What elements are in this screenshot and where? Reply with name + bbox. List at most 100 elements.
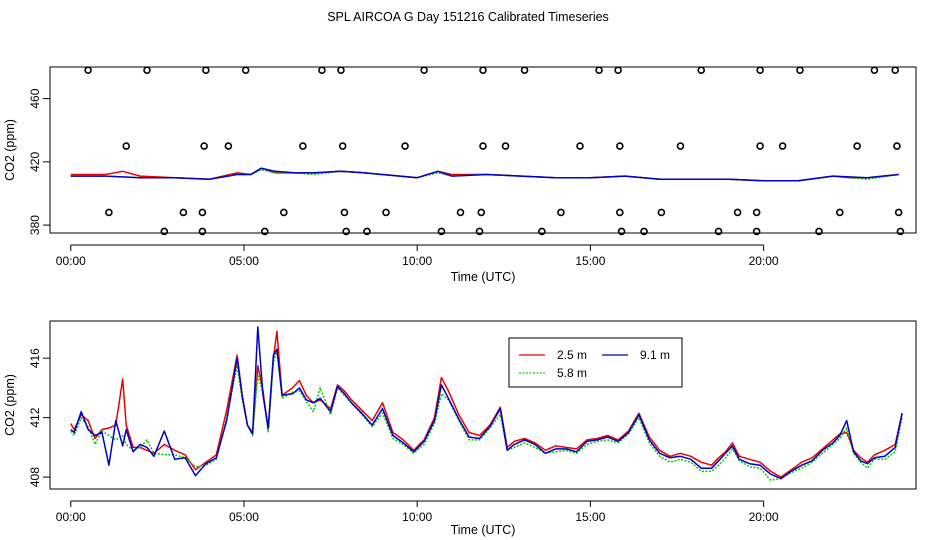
top-ylabel: CO2 (ppm) xyxy=(3,119,17,181)
top-calibration-point xyxy=(105,208,113,217)
top-calibration-point xyxy=(778,142,787,150)
top-calibration-point xyxy=(676,142,685,150)
bottom-plot-frame xyxy=(49,320,917,490)
bottom-y-tick-label: 416 xyxy=(28,348,42,368)
top-calibration-point xyxy=(198,208,207,217)
top-calibration-point xyxy=(853,142,861,150)
top-calibration-point xyxy=(616,208,624,217)
legend-box xyxy=(508,337,683,388)
top-calibration-point xyxy=(382,208,390,217)
top-calibration-point xyxy=(224,142,233,150)
top-calibration-point xyxy=(84,66,92,74)
bottom-x-axis: 00:00 05:00 10:00 15:00 20:00 xyxy=(56,500,779,524)
top-calibration-point xyxy=(342,227,350,236)
top-calibration-point xyxy=(299,142,307,150)
top-calibration-point xyxy=(477,208,486,217)
legend-label-2-5m: 2.5 m xyxy=(557,348,587,362)
top-calibration-point xyxy=(179,208,188,217)
bottom-xlabel: Time (UTC) xyxy=(451,523,516,537)
top-calibration-point xyxy=(640,227,648,236)
top-calibration-point xyxy=(260,227,269,236)
top-calibration-point xyxy=(714,227,723,236)
top-calibration-point xyxy=(340,208,349,217)
top-panel: 380 420 460 00:00 05:00 10:00 15:00 20:00 Time… xyxy=(3,66,917,284)
top-calibration-point xyxy=(479,142,487,150)
top-calibration-point xyxy=(891,66,900,74)
bottom-series-group xyxy=(70,326,903,481)
top-calibration-point xyxy=(318,66,326,74)
bottom-y-tick-label: 408 xyxy=(28,467,42,487)
top-calibration-point xyxy=(756,142,764,150)
top-calibration-point xyxy=(815,227,823,236)
top-calibration-point xyxy=(202,66,210,74)
bottom-series-line-5-8-m xyxy=(70,349,903,481)
top-calibration-point xyxy=(796,66,804,74)
top-x-tick-label: 15:00 xyxy=(575,254,605,268)
top-calibration-point xyxy=(614,66,622,74)
bottom-y-tick-label: 412 xyxy=(28,407,42,427)
bottom-series-line-2-5-m xyxy=(70,330,903,478)
top-x-axis: 00:00 05:00 10:00 15:00 20:00 xyxy=(56,244,779,268)
top-x-tick-label: 20:00 xyxy=(749,254,779,268)
top-series-group xyxy=(70,167,899,182)
top-calibration-point xyxy=(595,66,603,74)
top-calibration-point xyxy=(337,66,345,74)
top-calibration-point xyxy=(401,142,409,150)
top-calibration-point xyxy=(733,208,742,217)
top-calibration-point xyxy=(198,227,207,236)
bottom-y-axis: 408 412 416 xyxy=(28,348,51,487)
top-calibration-point xyxy=(437,227,446,236)
top-calibration-point xyxy=(160,227,169,236)
legend-label-5-8m: 5.8 m xyxy=(557,366,587,380)
bottom-series-line-9-1-m xyxy=(70,326,903,480)
top-calibration-point xyxy=(557,208,565,217)
top-x-tick-label: 10:00 xyxy=(402,254,432,268)
top-calibration-point xyxy=(501,142,510,150)
top-calibration-point xyxy=(617,227,626,236)
top-calibration-point xyxy=(420,66,428,74)
bottom-ylabel: CO2 (ppm) xyxy=(3,374,17,436)
top-calibration-point xyxy=(616,142,624,150)
top-calibration-point xyxy=(475,227,484,236)
top-calibration-point xyxy=(752,227,761,236)
legend: 2.5 m 9.1 m 5.8 m xyxy=(508,337,683,388)
top-calibration-point xyxy=(241,66,250,74)
top-calibration-point xyxy=(122,142,131,150)
top-series-line-ambient-9-1-m xyxy=(70,167,899,182)
top-x-tick-label: 00:00 xyxy=(56,254,86,268)
top-calibration-point xyxy=(538,227,546,236)
bottom-x-tick-label: 15:00 xyxy=(575,510,605,524)
top-calibration-point xyxy=(657,208,666,217)
top-y-tick-label: 420 xyxy=(28,152,42,172)
top-calibration-point xyxy=(520,66,529,74)
legend-label-9-1m: 9.1 m xyxy=(640,348,670,362)
bottom-x-tick-label: 05:00 xyxy=(229,510,259,524)
top-calibration-point xyxy=(456,208,465,217)
top-calibration-point xyxy=(280,208,288,217)
top-x-tick-label: 05:00 xyxy=(229,254,259,268)
top-calibration-point xyxy=(870,66,879,74)
top-calibration-point xyxy=(143,66,151,74)
top-calibration-point xyxy=(479,66,487,74)
top-xlabel: Time (UTC) xyxy=(451,270,516,284)
bottom-x-tick-label: 20:00 xyxy=(749,510,779,524)
top-calibration-point xyxy=(896,227,905,236)
top-calibration-point xyxy=(756,66,764,74)
top-calibration-point xyxy=(200,142,208,150)
figure-title: SPL AIRCOA G Day 151216 Calibrated Times… xyxy=(327,10,609,24)
top-calibration-point xyxy=(363,227,371,236)
top-calibration-point xyxy=(835,208,844,217)
top-calibration-point xyxy=(752,208,761,217)
bottom-x-tick-label: 00:00 xyxy=(56,510,86,524)
top-y-tick-label: 460 xyxy=(28,88,42,108)
bottom-panel: 408 412 416 00:00 05:00 10:00 15:00 20:00 Time… xyxy=(3,320,917,537)
top-plot-frame xyxy=(49,66,917,234)
top-y-axis: 380 420 460 xyxy=(28,88,51,235)
top-calibration-point xyxy=(576,142,584,150)
top-calibration-point xyxy=(894,208,903,217)
top-calibration-point xyxy=(893,142,901,150)
bottom-x-tick-label: 10:00 xyxy=(402,510,432,524)
top-y-tick-label: 380 xyxy=(28,215,42,235)
top-calibration-point xyxy=(338,142,347,150)
